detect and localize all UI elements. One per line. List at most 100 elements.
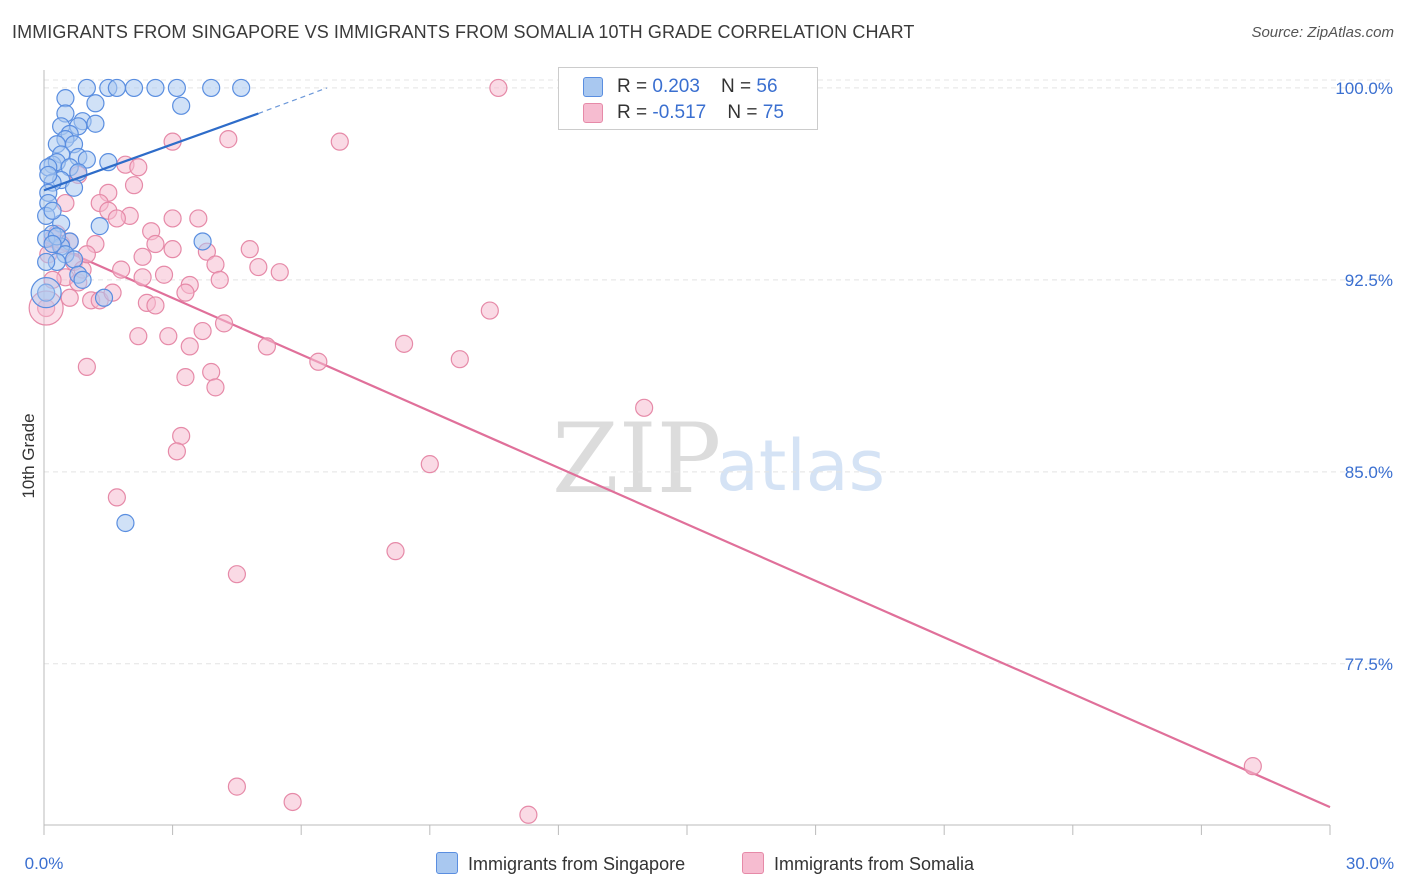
point-somalia [206, 378, 225, 397]
y-tick-label: 77.5% [1345, 655, 1393, 674]
point-singapore [86, 114, 105, 133]
legend-r-value: -0.517 [652, 102, 707, 123]
trend-somalia [43, 240, 1331, 809]
source-credit: Source: ZipAtlas.com [1251, 24, 1394, 41]
trend-line-somalia [43, 240, 1331, 809]
point-somalia [124, 176, 144, 195]
y-tick-label: 100.0% [1335, 79, 1393, 98]
points-singapore [30, 78, 251, 533]
bottom-legend-singapore: Immigrants from Singapore [436, 852, 685, 875]
point-somalia [219, 130, 238, 149]
point-somalia [420, 455, 439, 474]
point-somalia [176, 368, 195, 387]
point-somalia [146, 296, 165, 315]
point-somalia [129, 327, 148, 346]
point-somalia [386, 542, 405, 561]
x-tick-labels: 0.0% 30.0% [25, 854, 1394, 873]
watermark-atlas: atlas [716, 425, 885, 507]
point-singapore [37, 283, 56, 302]
watermark: ZIP atlas [552, 403, 885, 515]
point-somalia [249, 257, 268, 277]
point-somalia [107, 488, 126, 507]
legend-r-value: 0.203 [652, 76, 700, 97]
point-singapore [172, 96, 191, 115]
point-singapore [43, 201, 62, 220]
trend-line-singapore [43, 112, 259, 192]
point-somalia [257, 337, 277, 356]
point-somalia [77, 357, 96, 376]
point-singapore-large [30, 277, 62, 309]
legend-n-label: N = [727, 102, 763, 123]
point-somalia [129, 158, 148, 177]
point-somalia [519, 805, 538, 824]
legend-n-value: 75 [762, 102, 784, 123]
point-singapore [43, 234, 62, 254]
point-somalia [240, 240, 259, 259]
point-singapore [73, 270, 92, 289]
point-somalia [330, 132, 349, 151]
legend-n-value: 56 [756, 76, 778, 97]
point-singapore [146, 78, 165, 98]
point-somalia [163, 240, 182, 259]
trend-line-singapore-extension [258, 87, 328, 115]
watermark-zip: ZIP [552, 403, 721, 515]
bottom-legend-label-somalia: Immigrants from Somalia [774, 854, 975, 874]
point-singapore [86, 94, 105, 113]
point-somalia [133, 247, 152, 266]
y-tick-label: 85.0% [1345, 463, 1393, 482]
legend-text-somalia: R = -0.517 N = 75 [617, 102, 784, 124]
point-singapore [77, 150, 96, 169]
bottom-legend-swatch-somalia [742, 852, 764, 874]
chart-title: IMMIGRANTS FROM SINGAPORE VS IMMIGRANTS … [12, 22, 915, 42]
point-somalia [176, 283, 195, 302]
point-somalia [146, 234, 165, 254]
point-singapore [64, 250, 84, 269]
point-somalia [227, 565, 246, 584]
point-somalia [107, 209, 126, 228]
stats-legend: R = 0.203 N = 56 R = -0.517 N = 75 [558, 67, 818, 130]
trend-singapore [43, 87, 328, 192]
point-somalia [202, 362, 221, 382]
point-somalia [172, 426, 191, 446]
point-somalia [180, 337, 199, 356]
legend-r-label: R = [617, 76, 653, 97]
legend-n-label: N = [721, 76, 757, 97]
point-somalia [1243, 757, 1262, 776]
legend-swatch-singapore [583, 77, 603, 97]
point-singapore [56, 89, 75, 108]
legend-text-singapore: R = 0.203 N = 56 [617, 76, 778, 98]
point-somalia [60, 288, 79, 307]
point-somalia [159, 327, 178, 346]
point-somalia [309, 352, 328, 371]
point-singapore [202, 78, 221, 98]
point-somalia [133, 268, 152, 287]
legend-r-label: R = [617, 102, 653, 123]
x-tick-label: 30.0% [1346, 854, 1394, 873]
point-somalia [635, 398, 654, 417]
point-somalia [206, 255, 225, 274]
point-singapore [232, 78, 251, 98]
point-singapore [124, 78, 144, 98]
point-singapore [167, 78, 186, 98]
point-somalia [163, 209, 182, 228]
point-somalia [480, 301, 499, 320]
x-tick-label: 0.0% [25, 854, 64, 873]
point-singapore [90, 217, 109, 236]
point-somalia [227, 777, 246, 796]
point-somalia [214, 314, 234, 333]
point-singapore [193, 232, 212, 251]
point-somalia [283, 792, 302, 812]
point-singapore [94, 288, 114, 307]
point-singapore [116, 513, 135, 533]
grid-lines [44, 79, 1394, 665]
point-somalia [450, 350, 469, 369]
point-singapore [107, 78, 126, 98]
legend-swatch-somalia [583, 103, 603, 123]
bottom-legend-somalia: Immigrants from Somalia [742, 852, 974, 875]
bottom-legend-swatch-singapore [436, 852, 458, 874]
point-somalia [270, 263, 289, 282]
point-somalia [489, 78, 508, 98]
y-axis-title: 10th Grade [19, 413, 38, 498]
point-somalia [154, 265, 174, 284]
